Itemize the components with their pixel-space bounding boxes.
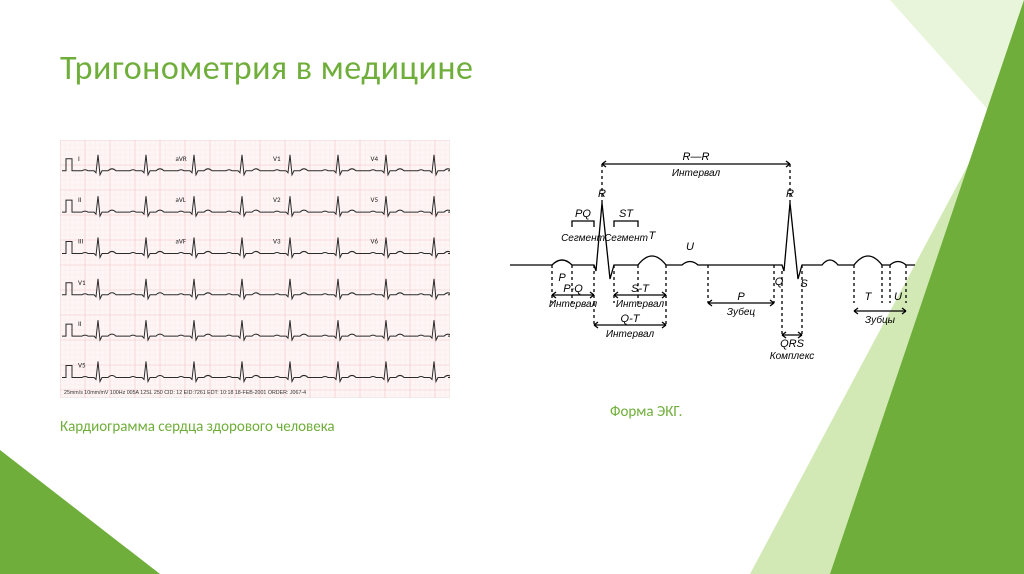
svg-text:III: III — [78, 236, 84, 245]
svg-text:Q-T: Q-T — [621, 313, 641, 325]
svg-text:Зубец: Зубец — [727, 306, 756, 318]
svg-text:II: II — [78, 319, 82, 328]
svg-text:V1: V1 — [78, 278, 86, 287]
svg-text:S-T: S-T — [631, 283, 650, 295]
svg-text:T: T — [865, 291, 873, 303]
caption-right: Форма ЭКГ. — [610, 403, 920, 421]
svg-text:V5: V5 — [371, 195, 379, 204]
svg-text:V1: V1 — [273, 154, 281, 163]
svg-text:P: P — [737, 291, 745, 303]
svg-text:aVL: aVL — [176, 195, 186, 204]
slide-title: Тригонометрия в медицине — [60, 48, 964, 89]
svg-text:II: II — [78, 195, 82, 204]
svg-text:T: T — [649, 230, 657, 242]
svg-text:QRS: QRS — [780, 338, 805, 350]
caption-left: Кардиограмма сердца здорового человека — [60, 418, 450, 436]
svg-text:Интервал: Интервал — [672, 168, 721, 179]
svg-text:Интервал: Интервал — [616, 299, 665, 310]
svg-text:V3: V3 — [273, 236, 281, 245]
ecg-diagram-image: PRTURQSPQSTСегментСегментP-QИнтервалS-TИ… — [490, 140, 920, 375]
svg-text:PQ: PQ — [575, 208, 591, 220]
figure-ecg-strip: IaVR V1 V4 II aVL V2 V5 III aVF V3 V6 V1 II V5 25mm/s… — [60, 140, 450, 436]
svg-text:V2: V2 — [273, 195, 281, 204]
svg-text:25mm/s 10mm/mV 100Hz 005A: 25mm/s 10mm/mV 100Hz 005A 12SL 250 CID: … — [64, 390, 306, 396]
svg-text:aVF: aVF — [176, 236, 187, 245]
svg-text:Сегмент: Сегмент — [604, 233, 648, 244]
svg-text:V6: V6 — [371, 236, 379, 245]
ecg-strip-image: IaVR V1 V4 II aVL V2 V5 III aVF V3 V6 V1 II V5 25mm/s… — [60, 140, 450, 398]
svg-text:R—R: R—R — [683, 151, 710, 163]
svg-text:Интервал: Интервал — [549, 299, 598, 310]
svg-text:U: U — [686, 241, 694, 253]
svg-text:aVR: aVR — [176, 154, 187, 163]
svg-text:P-Q: P-Q — [563, 283, 583, 295]
svg-text:Сегмент: Сегмент — [561, 233, 605, 244]
svg-text:ST: ST — [619, 208, 634, 220]
svg-text:U: U — [894, 291, 902, 303]
svg-text:Интервал: Интервал — [606, 329, 655, 340]
svg-text:V4: V4 — [371, 154, 379, 163]
svg-text:V5: V5 — [78, 360, 86, 369]
svg-text:Зубцы: Зубцы — [865, 314, 896, 326]
svg-text:I: I — [78, 154, 80, 163]
svg-text:Комплекс: Комплекс — [770, 351, 815, 362]
figure-ecg-diagram: PRTURQSPQSTСегментСегментP-QИнтервалS-TИ… — [490, 140, 920, 436]
